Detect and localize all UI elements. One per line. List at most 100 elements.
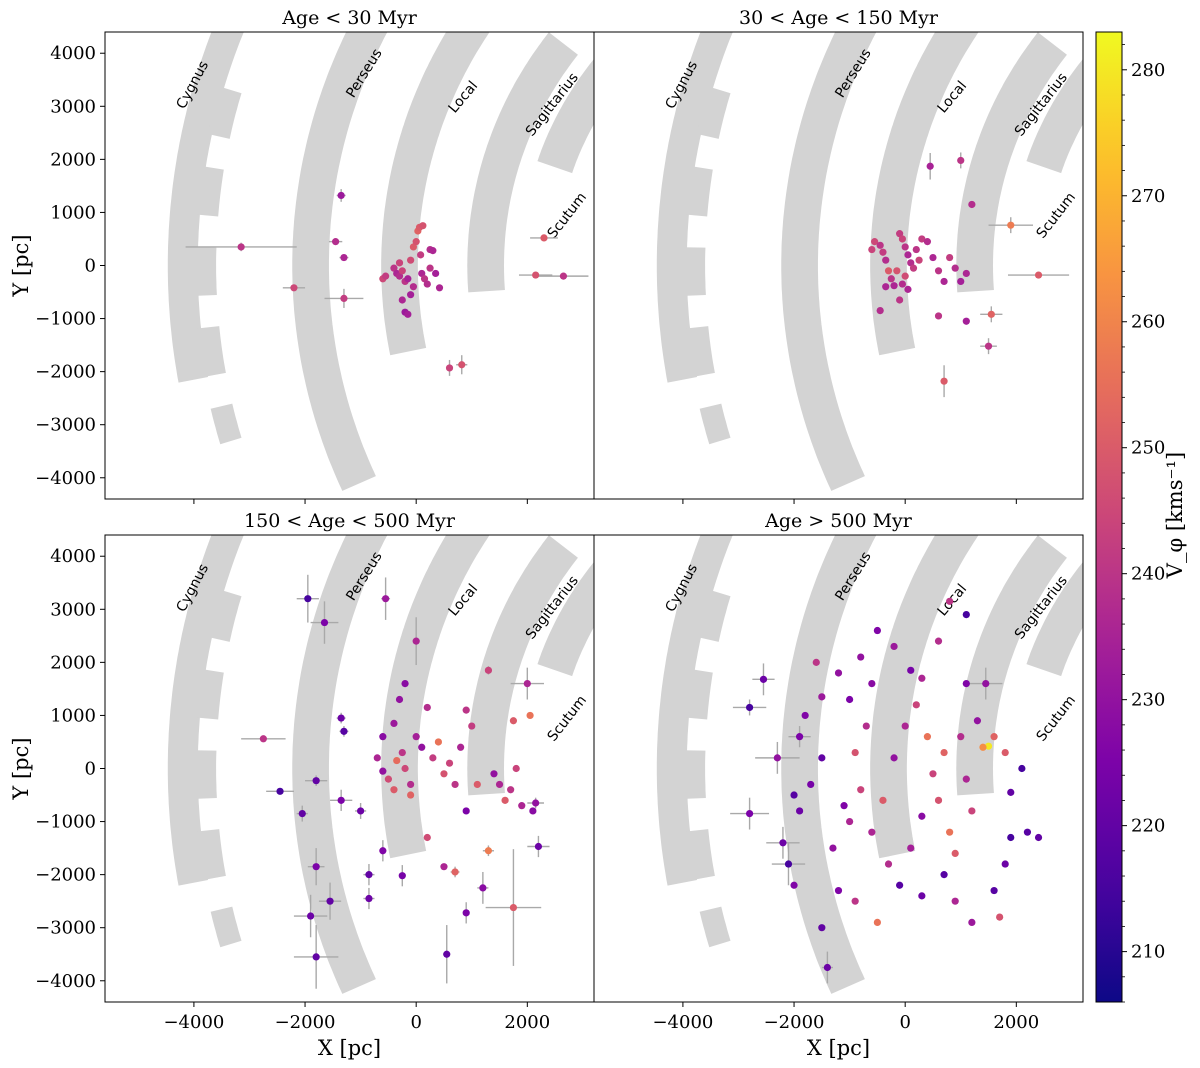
arm-label: Scutum bbox=[1034, 190, 1080, 242]
data-point bbox=[340, 253, 348, 262]
data-point bbox=[790, 791, 798, 799]
spiral-arm-0 bbox=[167, 535, 244, 886]
data-point bbox=[1034, 833, 1043, 842]
data-point bbox=[490, 770, 498, 778]
data-point bbox=[518, 802, 526, 810]
data-point bbox=[462, 706, 470, 714]
spiral-arm-1 bbox=[682, 86, 731, 445]
data-point bbox=[979, 743, 987, 751]
data-point bbox=[807, 780, 815, 789]
data-point bbox=[862, 722, 870, 730]
data-point bbox=[898, 235, 907, 243]
data-point bbox=[898, 280, 907, 288]
y-tick-label: 0 bbox=[85, 256, 96, 277]
colorbar-tick-label: 270 bbox=[1131, 186, 1165, 207]
data-point bbox=[1023, 828, 1032, 836]
y-tick-label: −3000 bbox=[35, 415, 96, 436]
spiral-arm-1 bbox=[193, 86, 242, 445]
arm-label: Scutum bbox=[545, 693, 591, 745]
data-point bbox=[796, 807, 804, 815]
colorbar-tick-label: 210 bbox=[1131, 942, 1165, 963]
data-point bbox=[337, 796, 345, 804]
data-point bbox=[840, 802, 848, 810]
data-point bbox=[759, 675, 768, 683]
data-point bbox=[904, 251, 912, 259]
data-point bbox=[940, 377, 948, 385]
data-point bbox=[468, 722, 476, 730]
data-point bbox=[962, 679, 970, 688]
data-point bbox=[882, 256, 890, 264]
panel-title: 150 < Age < 500 Myr bbox=[244, 510, 456, 532]
data-point bbox=[873, 918, 881, 926]
data-point bbox=[962, 269, 970, 278]
data-point bbox=[834, 886, 843, 895]
data-point bbox=[962, 317, 970, 325]
data-point bbox=[926, 162, 934, 170]
data-point bbox=[834, 669, 843, 677]
data-point bbox=[873, 626, 881, 635]
data-point bbox=[951, 264, 959, 272]
colorbar: 210 220 230 240 250 260 270 280 V_φ [kms⁻¹] bbox=[1095, 31, 1187, 1003]
data-point bbox=[393, 756, 401, 765]
data-point bbox=[857, 786, 865, 794]
data-point bbox=[395, 272, 404, 280]
data-point bbox=[879, 248, 887, 256]
data-point bbox=[901, 243, 909, 251]
data-point bbox=[312, 953, 320, 961]
data-point bbox=[984, 342, 993, 350]
data-point bbox=[423, 280, 431, 288]
data-point bbox=[876, 307, 884, 315]
panel-title: 30 < Age < 150 Myr bbox=[739, 7, 939, 29]
panel-title: Age > 500 Myr bbox=[764, 510, 913, 532]
spiral-arm-0 bbox=[167, 32, 244, 383]
data-point bbox=[946, 597, 954, 605]
data-point bbox=[337, 191, 345, 200]
y-axis-label: Y [pc] bbox=[9, 737, 33, 800]
data-point bbox=[851, 897, 859, 905]
data-point bbox=[412, 733, 420, 741]
data-point bbox=[501, 796, 509, 804]
panel-4: Cygnus Perseus Local SagittariusScutum−4000… bbox=[593, 510, 1084, 1060]
data-point bbox=[423, 833, 431, 842]
data-point bbox=[934, 637, 943, 645]
y-tick-label: 0 bbox=[85, 759, 96, 780]
data-point bbox=[379, 733, 387, 741]
x-tick-label: 0 bbox=[899, 1012, 910, 1033]
data-point bbox=[918, 235, 926, 243]
data-point bbox=[893, 267, 901, 275]
spiral-arm-4 bbox=[956, 32, 1067, 293]
data-point bbox=[384, 775, 392, 783]
data-point bbox=[946, 828, 954, 836]
data-point bbox=[382, 595, 390, 603]
arm-label: Scutum bbox=[545, 190, 591, 242]
data-point bbox=[484, 847, 493, 855]
data-point bbox=[419, 222, 427, 230]
data-point bbox=[984, 742, 993, 750]
y-tick-label: 2000 bbox=[50, 149, 96, 170]
data-point bbox=[912, 701, 920, 709]
data-point bbox=[407, 291, 415, 299]
data-point bbox=[398, 296, 406, 304]
spiral-arm-4 bbox=[956, 535, 1067, 796]
colorbar-tick-label: 220 bbox=[1131, 816, 1165, 837]
data-point bbox=[434, 738, 443, 746]
data-point bbox=[307, 912, 315, 920]
data-point bbox=[934, 267, 943, 275]
x-tick-label: 2000 bbox=[993, 1012, 1039, 1033]
data-point bbox=[968, 807, 976, 815]
data-point bbox=[890, 642, 898, 651]
data-point bbox=[929, 253, 937, 262]
data-point bbox=[407, 780, 415, 789]
data-point bbox=[868, 679, 876, 688]
data-point bbox=[946, 253, 954, 262]
y-tick-label: −2000 bbox=[35, 865, 96, 886]
data-point bbox=[237, 243, 245, 251]
data-point bbox=[404, 310, 412, 318]
data-point bbox=[879, 796, 887, 804]
y-tick-label: −2000 bbox=[35, 362, 96, 383]
y-tick-label: −4000 bbox=[35, 971, 96, 992]
data-point bbox=[957, 733, 965, 741]
spiral-arm-0 bbox=[656, 32, 733, 383]
